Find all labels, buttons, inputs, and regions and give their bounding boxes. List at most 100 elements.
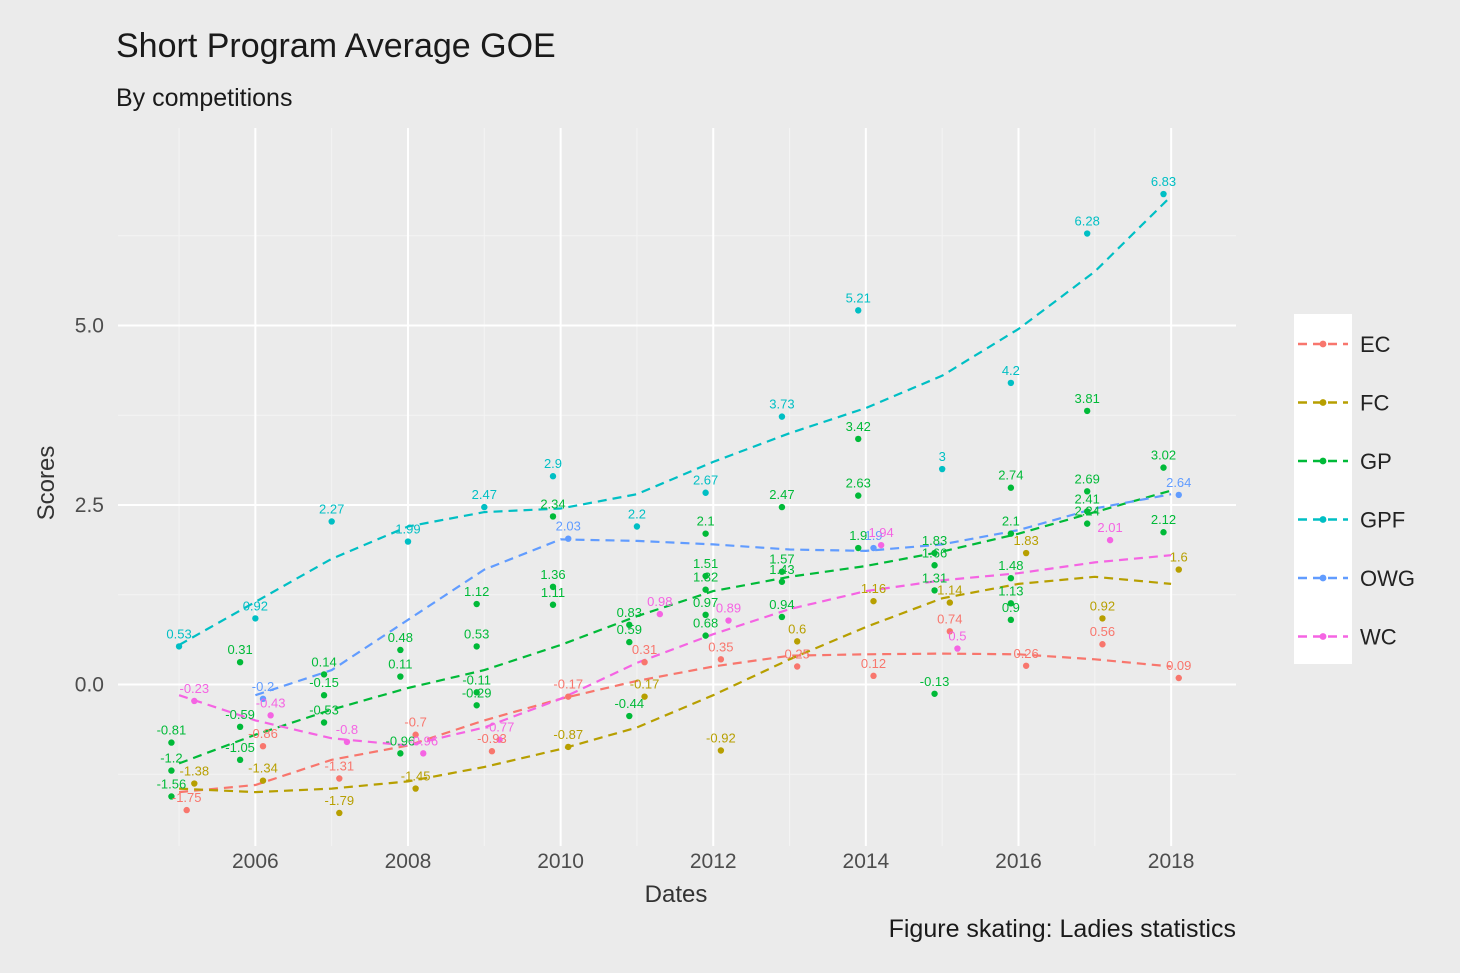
data-label-wc: -0.77 (485, 720, 515, 735)
data-label-wc: -0.43 (256, 695, 286, 710)
data-point-gp (549, 513, 557, 520)
data-label-fc: -1.38 (179, 764, 209, 779)
chart-caption: Figure skating: Ladies statistics (889, 915, 1236, 943)
data-label-fc: 1.14 (937, 583, 962, 598)
data-point-gp (168, 793, 175, 800)
data-point-wc (656, 610, 664, 618)
data-point-gp (397, 673, 404, 680)
data-point-gpf (1007, 379, 1015, 387)
data-point-gp (778, 503, 786, 511)
data-point-gp (168, 767, 175, 774)
data-point-gp (931, 587, 938, 594)
data-point-fc (412, 785, 419, 792)
data-label-gpf: 2.9 (544, 456, 562, 471)
data-point-gp (778, 568, 786, 575)
data-point-gp (1007, 574, 1015, 582)
data-point-wc (191, 697, 198, 705)
data-label-wc: 0.5 (948, 629, 966, 644)
data-point-gp (855, 544, 862, 552)
data-label-ec: 0.31 (632, 642, 657, 657)
data-label-gp: 0.48 (388, 630, 413, 645)
data-point-gpf (252, 615, 259, 622)
data-label-fc: 1.83 (1013, 533, 1038, 548)
data-point-gp (626, 638, 633, 646)
data-label-wc: 0.89 (716, 601, 741, 616)
x-tick-label: 2016 (995, 850, 1042, 873)
legend-key-dot-owg (1319, 574, 1327, 582)
data-point-ec (946, 628, 954, 635)
data-point-ec (565, 693, 572, 700)
data-label-wc: -0.8 (336, 722, 358, 737)
data-point-fc (1099, 615, 1106, 622)
data-point-gp (473, 643, 480, 650)
data-label-fc: -0.87 (553, 727, 583, 742)
trend-line-gpf (178, 195, 1172, 646)
data-label-gp: 2.34 (540, 496, 565, 511)
data-label-gp: 1.32 (693, 570, 718, 585)
data-label-gp: 2.24 (1075, 504, 1100, 519)
data-label-gp: -1.2 (160, 751, 182, 766)
data-label-fc: 0.6 (788, 621, 806, 636)
data-label-wc: -0.96 (408, 733, 438, 748)
data-point-gp (702, 586, 709, 593)
data-label-fc: 1.16 (861, 581, 886, 596)
data-label-owg: 2.64 (1166, 475, 1191, 490)
data-point-gpf (702, 489, 709, 496)
data-label-gpf: 0.53 (166, 626, 191, 641)
data-label-fc: -1.79 (324, 793, 354, 808)
data-point-gp (1007, 616, 1015, 624)
data-point-fc (191, 780, 198, 787)
axes: 2006 2008 2010 2012 2014 2016 2018 0.0 2.5 5.0 (75, 314, 1195, 873)
data-label-ec: -0.86 (248, 726, 278, 741)
data-point-fc (717, 747, 725, 754)
legend-label-fc: FC (1360, 391, 1389, 416)
data-point-ec (488, 748, 496, 755)
data-point-gp (1083, 508, 1091, 515)
legend-key-dot-fc (1319, 399, 1327, 406)
data-point-gp (626, 621, 633, 629)
data-point-gp (1160, 464, 1167, 471)
data-point-gp (1160, 529, 1167, 536)
trend-line-gp (178, 489, 1172, 765)
data-point-gp (1007, 600, 1015, 607)
data-label-gp: 2.12 (1151, 512, 1176, 527)
data-label-ec: 0.09 (1166, 658, 1191, 673)
data-label-gp: 0.53 (464, 626, 489, 641)
data-label-fc: -1.34 (248, 761, 278, 776)
data-label-gp: 0.68 (693, 616, 718, 631)
data-label-fc: -0.17 (630, 677, 660, 692)
data-point-fc (336, 809, 343, 817)
data-label-gp: 1.51 (693, 556, 718, 571)
y-axis-title: Scores (33, 446, 60, 521)
data-point-wc (420, 750, 427, 757)
data-label-fc: -1.45 (401, 769, 431, 784)
data-point-fc (641, 693, 648, 700)
trend-line-owg (255, 493, 1172, 697)
x-tick-label: 2018 (1148, 850, 1195, 873)
data-point-gpf (938, 465, 946, 473)
legend-key-box (1294, 314, 1352, 664)
data-point-gp (931, 549, 938, 557)
data-point-gpf (1160, 190, 1167, 198)
data-point-fc (946, 599, 954, 606)
data-label-gp: -0.81 (157, 723, 187, 738)
data-point-fc (1022, 549, 1030, 557)
data-point-owg (870, 544, 877, 552)
data-label-gpf: 2.2 (628, 506, 646, 521)
data-label-gp: -0.59 (225, 707, 255, 722)
chart-subtitle: By competitions (116, 84, 292, 112)
data-point-gp (1007, 530, 1015, 537)
data-point-wc (267, 712, 274, 719)
data-label-gp: 1.57 (769, 552, 794, 567)
data-point-gp (1083, 520, 1091, 527)
data-point-wc (343, 738, 351, 746)
data-point-gp (320, 692, 328, 699)
data-label-gp: -0.53 (309, 703, 339, 718)
data-point-gp (626, 712, 633, 720)
data-label-gp: 0.14 (311, 654, 336, 669)
data-point-fc (565, 743, 572, 751)
data-label-ec: 0.74 (937, 611, 962, 626)
data-label-gp: 2.74 (998, 468, 1023, 483)
legend-label-wc: WC (1360, 625, 1397, 650)
